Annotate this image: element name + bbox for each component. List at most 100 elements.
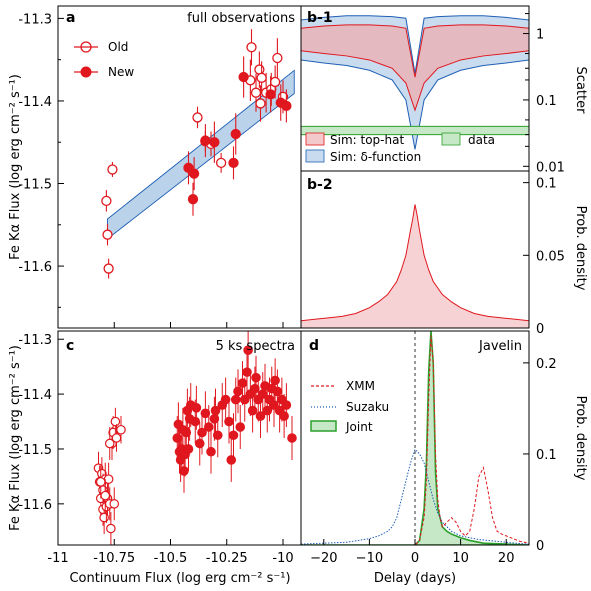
panel-b1-ylabel: Scatter (573, 67, 588, 115)
data-point-old (272, 52, 283, 64)
data-point-new (250, 383, 260, 394)
x-tick-label: -10 (272, 551, 293, 566)
data-point-new (187, 194, 199, 205)
legend-label-data: data (468, 133, 495, 147)
data-point-new (237, 378, 248, 388)
data-point-new (243, 345, 253, 356)
data-point-new (247, 405, 258, 416)
data-point-new (230, 394, 241, 405)
band-data (301, 125, 529, 136)
y-tick-label: -11.4 (18, 388, 52, 403)
y-tick-label: -11.3 (18, 12, 52, 27)
data-point-old (250, 87, 262, 98)
data-point-old (110, 416, 121, 427)
x-tick-label: -11 (47, 551, 68, 566)
panel-d-annotation: Javelin (478, 339, 522, 354)
data-point-old (192, 112, 203, 123)
data-point-old (101, 195, 112, 207)
data-point-new (191, 403, 202, 413)
y-tick-label: -11.6 (18, 260, 52, 275)
data-point-old (95, 477, 106, 487)
panel-a-label: a (66, 10, 75, 26)
data-point-new (230, 128, 241, 140)
y-tick-label: 0.2 (536, 357, 557, 372)
x-tick-label: 20 (498, 551, 515, 566)
data-point-new (265, 89, 276, 100)
series-joint (301, 331, 529, 545)
data-point-new (197, 427, 207, 438)
y-tick-label: -11.5 (18, 178, 52, 193)
data-point-old (100, 490, 111, 501)
legend-label-tophat: Sim: top-hat (330, 133, 404, 147)
panel-d-ylabel: Prob. density (573, 396, 588, 481)
data-point-new (190, 416, 201, 427)
data-point-new (210, 405, 221, 416)
data-point-new (209, 137, 220, 148)
legend-label-delta: Sim: δ-function (330, 150, 421, 164)
data-point-new (238, 71, 249, 83)
y-tick-label: 0.1 (536, 448, 557, 463)
data-point-new (228, 430, 239, 441)
data-point-old (269, 76, 281, 88)
panel-c-xlabel: Continuum Flux (log erg cm⁻² s⁻¹) (69, 571, 290, 586)
panel-b1-label: b-1 (307, 10, 333, 26)
y-tick-label: 1 (536, 28, 544, 43)
data-point-new (183, 444, 194, 454)
data-point-new (270, 375, 280, 386)
data-point-new (194, 438, 205, 449)
data-point-old (215, 157, 227, 169)
legend-swatch-delta (305, 149, 325, 163)
series-suzaku (301, 448, 529, 545)
legend-swatch-joint (310, 420, 337, 432)
panel-a: -11.3 -11.4 -11.5 -11.6 a full observations… (18, 5, 302, 329)
x-tick-label: -10.25 (206, 551, 248, 566)
legend-swatch-data (441, 132, 461, 146)
panel-c-ylabel: Fe Kα Flux (log erg cm⁻² s⁻¹) (8, 345, 23, 531)
legend: XMM Suzaku Joint (310, 379, 389, 434)
panel-c-annotation: 5 ks spectra (216, 339, 295, 354)
legend-label-xmm: XMM (346, 379, 375, 393)
data-point-new (203, 422, 214, 432)
delay-distribution (301, 204, 529, 328)
data-point-new (224, 416, 234, 427)
legend: Sim: top-hat Sim: δ-function data (305, 132, 495, 164)
data-point-new (233, 386, 243, 397)
data-point-old (246, 42, 257, 53)
data-point-old (255, 98, 266, 109)
data-point-old (106, 523, 116, 534)
legend-label-joint: Joint (345, 420, 373, 434)
x-tick-label: 0 (411, 551, 419, 566)
legend-label-old: Old (108, 40, 128, 54)
data-point-new (220, 394, 231, 405)
panel-d: 0.2 0.1 0 −20 −10 0 10 20 d Javelin XMM Suzaku … (300, 330, 557, 566)
legend: Old New (74, 40, 134, 79)
data-point-new (228, 157, 239, 169)
y-tick-label: -11.3 (18, 333, 52, 348)
y-tick-label: 0 (536, 322, 544, 337)
x-tick-label: -10.75 (93, 551, 135, 566)
data-point-new (281, 400, 292, 410)
panel-c: -11.3 -11.4 -11.5 -11.6 -11 -10.75 -10.5 -10.25… (18, 330, 302, 566)
panel-b2-ylabel: Prob. density (573, 206, 588, 291)
data-point-old (256, 72, 267, 83)
data-point-new (200, 135, 211, 146)
y-tick-label: 0 (536, 539, 544, 554)
data-point-old (254, 64, 265, 75)
data-point-old (116, 424, 126, 435)
y-tick-label: 0.1 (536, 177, 557, 192)
data-point-old (109, 499, 120, 509)
data-point-new (179, 466, 189, 476)
x-tick-label: −10 (356, 551, 383, 566)
panel-a-annotation: full observations (187, 11, 295, 26)
panel-c-label: c (66, 338, 74, 354)
y-tick-label: -11.5 (18, 443, 52, 458)
y-tick-label: -11.4 (18, 95, 52, 110)
data-point-old (103, 263, 114, 274)
data-point-new (287, 433, 297, 443)
data-point-new (212, 430, 223, 441)
data-point-new (235, 422, 246, 432)
band-top-hat (301, 24, 529, 112)
x-tick-label: −20 (310, 551, 337, 566)
data-point-old (102, 229, 113, 240)
panel-b2-label: b-2 (307, 177, 333, 193)
